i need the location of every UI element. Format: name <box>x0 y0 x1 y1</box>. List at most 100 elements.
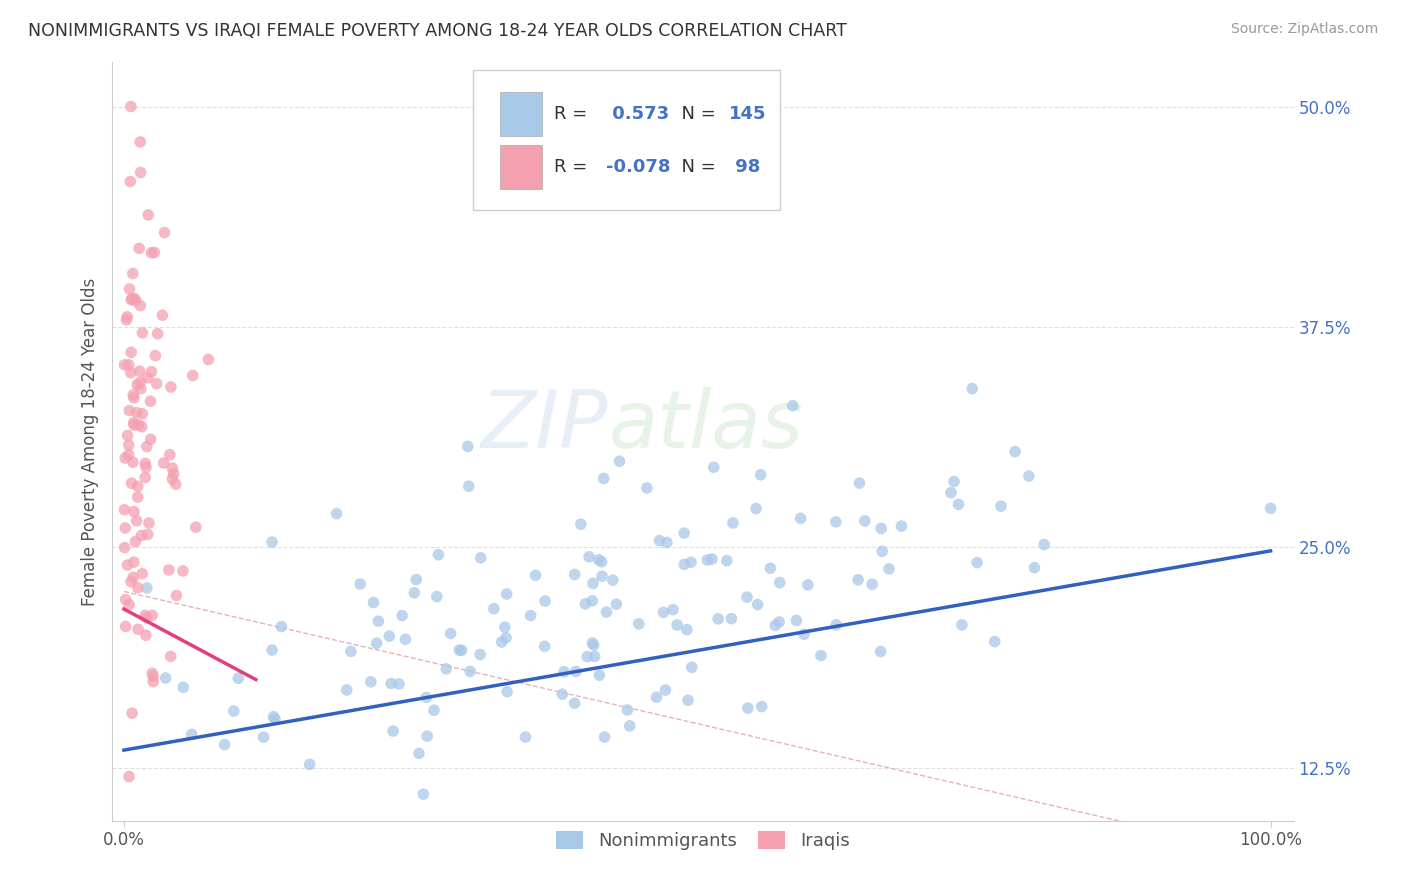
Point <box>890 519 912 533</box>
Point <box>751 699 773 714</box>
Point <box>124 293 146 308</box>
Point <box>118 770 141 784</box>
Point <box>655 535 678 549</box>
Text: N =: N = <box>669 158 721 176</box>
Point <box>583 649 606 664</box>
Point <box>673 558 696 572</box>
Point <box>737 701 759 715</box>
Point <box>127 490 149 504</box>
Point <box>769 575 792 590</box>
Point <box>136 208 159 222</box>
Point <box>416 729 439 743</box>
Point <box>124 292 146 306</box>
Point <box>134 608 156 623</box>
Point <box>163 467 186 481</box>
Point <box>162 461 184 475</box>
Point <box>939 485 962 500</box>
Point <box>135 581 157 595</box>
Point <box>619 719 641 733</box>
Point <box>564 696 586 710</box>
Point <box>122 391 145 405</box>
Point <box>131 528 153 542</box>
Point <box>114 521 136 535</box>
Point <box>588 668 610 682</box>
Point <box>565 665 588 679</box>
Point <box>128 364 150 378</box>
Point <box>121 267 143 281</box>
Point <box>848 476 870 491</box>
Point <box>139 394 162 409</box>
Point <box>636 481 658 495</box>
Point <box>115 310 138 324</box>
Point <box>605 597 627 611</box>
Point <box>120 174 142 188</box>
Point <box>127 622 149 636</box>
Point <box>131 407 153 421</box>
Point <box>159 448 181 462</box>
Point <box>165 477 187 491</box>
Point <box>172 681 194 695</box>
Point <box>121 706 143 721</box>
Point <box>423 703 446 717</box>
Point <box>582 576 605 591</box>
Point <box>131 566 153 581</box>
Point <box>943 475 966 489</box>
Point <box>616 703 638 717</box>
Point <box>593 730 616 744</box>
Point <box>645 690 668 705</box>
Point <box>125 514 148 528</box>
FancyBboxPatch shape <box>472 70 780 211</box>
Point <box>127 377 149 392</box>
Point <box>482 601 505 615</box>
Point <box>114 358 136 372</box>
Point <box>592 471 614 485</box>
Point <box>122 455 145 469</box>
Point <box>118 282 141 296</box>
Point <box>735 590 758 604</box>
Point <box>131 419 153 434</box>
Point <box>870 521 893 535</box>
Point <box>494 620 516 634</box>
Point <box>745 501 768 516</box>
Point <box>793 627 815 641</box>
Point <box>1260 501 1282 516</box>
Point <box>120 99 142 113</box>
Point <box>131 326 153 340</box>
Point <box>114 592 136 607</box>
Point <box>595 605 617 619</box>
Point <box>458 665 481 679</box>
Point <box>676 623 699 637</box>
Point <box>700 552 723 566</box>
Point <box>449 643 471 657</box>
Point <box>439 626 461 640</box>
Point <box>142 669 165 683</box>
Point <box>654 683 676 698</box>
Point <box>363 595 385 609</box>
Point <box>129 165 152 179</box>
Point <box>378 629 401 643</box>
Point <box>263 710 285 724</box>
Point <box>578 549 600 564</box>
Point <box>153 226 176 240</box>
Point <box>581 636 603 650</box>
Point <box>609 454 631 468</box>
Point <box>129 135 152 149</box>
Point <box>181 368 204 383</box>
Text: R =: R = <box>554 105 593 123</box>
Point <box>115 313 138 327</box>
Point <box>720 612 742 626</box>
Point <box>253 730 276 744</box>
Text: atlas: atlas <box>609 387 803 466</box>
Point <box>648 533 671 548</box>
Point <box>122 505 145 519</box>
Point <box>768 615 790 629</box>
Point <box>391 608 413 623</box>
Point <box>141 608 163 623</box>
Point <box>553 665 575 679</box>
Point <box>551 687 574 701</box>
Point <box>162 472 184 486</box>
Point <box>152 308 174 322</box>
Point <box>846 573 869 587</box>
Point <box>127 581 149 595</box>
Point <box>121 292 143 306</box>
